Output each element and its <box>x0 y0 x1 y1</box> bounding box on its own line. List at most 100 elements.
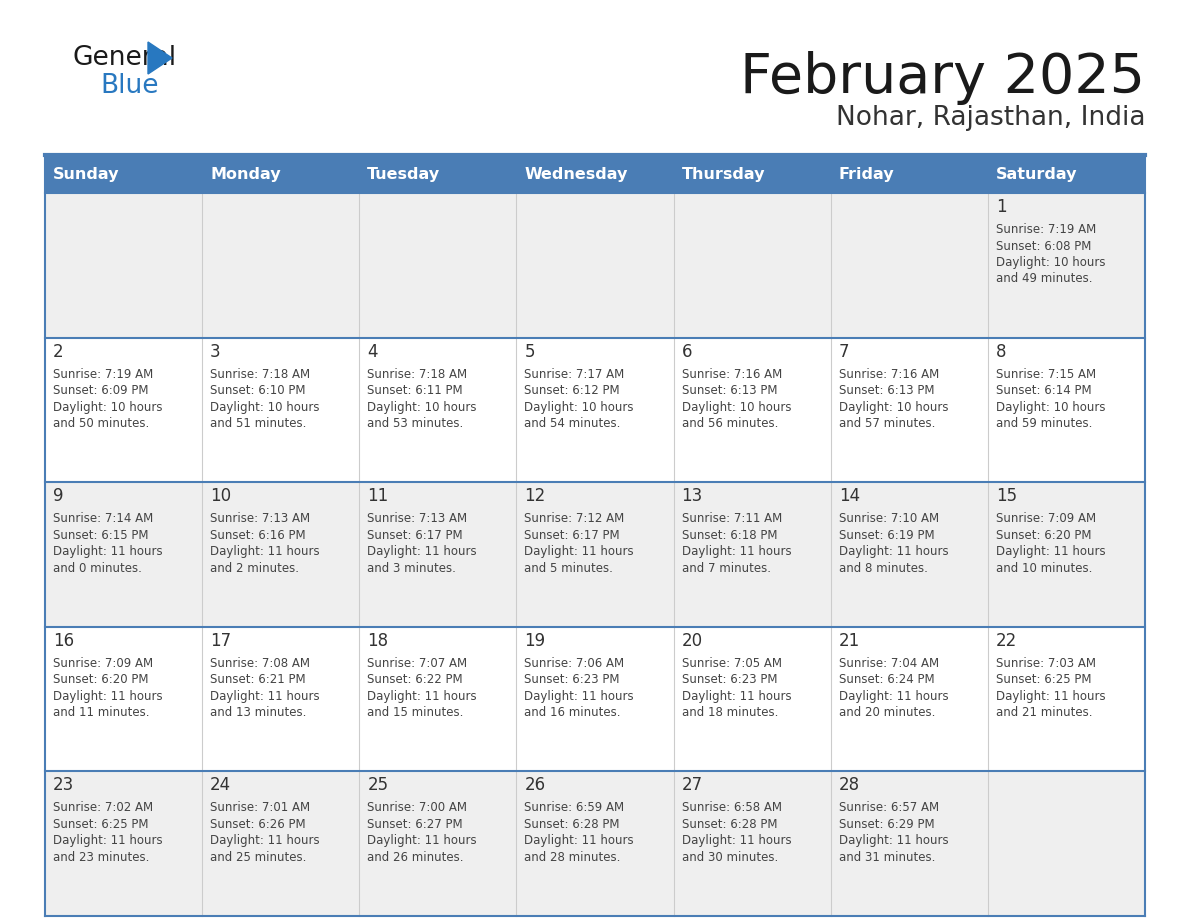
Text: 7: 7 <box>839 342 849 361</box>
Text: Sunset: 6:26 PM: Sunset: 6:26 PM <box>210 818 305 831</box>
Text: Daylight: 10 hours: Daylight: 10 hours <box>210 400 320 414</box>
Text: Daylight: 11 hours: Daylight: 11 hours <box>210 689 320 703</box>
Text: 23: 23 <box>53 777 74 794</box>
Text: Blue: Blue <box>100 73 158 99</box>
Text: Thursday: Thursday <box>682 166 765 182</box>
Text: Sunset: 6:20 PM: Sunset: 6:20 PM <box>996 529 1092 542</box>
Text: 25: 25 <box>367 777 388 794</box>
Text: Sunset: 6:10 PM: Sunset: 6:10 PM <box>210 384 305 397</box>
Text: Sunset: 6:17 PM: Sunset: 6:17 PM <box>367 529 463 542</box>
Text: General: General <box>72 45 176 71</box>
Text: Daylight: 10 hours: Daylight: 10 hours <box>53 400 163 414</box>
Text: 4: 4 <box>367 342 378 361</box>
Text: Sunrise: 7:17 AM: Sunrise: 7:17 AM <box>524 367 625 381</box>
Text: Sunset: 6:20 PM: Sunset: 6:20 PM <box>53 673 148 687</box>
Bar <box>45 155 202 193</box>
Text: and 56 minutes.: and 56 minutes. <box>682 417 778 431</box>
Text: Sunset: 6:29 PM: Sunset: 6:29 PM <box>839 818 934 831</box>
Text: 26: 26 <box>524 777 545 794</box>
Text: and 5 minutes.: and 5 minutes. <box>524 562 613 575</box>
Text: Daylight: 11 hours: Daylight: 11 hours <box>53 834 163 847</box>
Text: Sunrise: 7:13 AM: Sunrise: 7:13 AM <box>367 512 467 525</box>
Text: Daylight: 11 hours: Daylight: 11 hours <box>524 545 634 558</box>
Text: Sunrise: 7:09 AM: Sunrise: 7:09 AM <box>996 512 1097 525</box>
Text: Daylight: 11 hours: Daylight: 11 hours <box>839 689 948 703</box>
Text: Sunset: 6:25 PM: Sunset: 6:25 PM <box>53 818 148 831</box>
Text: Sunrise: 7:10 AM: Sunrise: 7:10 AM <box>839 512 939 525</box>
Text: Daylight: 10 hours: Daylight: 10 hours <box>996 400 1105 414</box>
Text: 16: 16 <box>53 632 74 650</box>
Text: Sunset: 6:23 PM: Sunset: 6:23 PM <box>682 673 777 687</box>
Text: Sunset: 6:11 PM: Sunset: 6:11 PM <box>367 384 463 397</box>
Text: February 2025: February 2025 <box>740 51 1145 105</box>
Text: Daylight: 10 hours: Daylight: 10 hours <box>996 256 1105 269</box>
Text: and 20 minutes.: and 20 minutes. <box>839 706 935 720</box>
Text: and 31 minutes.: and 31 minutes. <box>839 851 935 864</box>
Text: Sunset: 6:22 PM: Sunset: 6:22 PM <box>367 673 463 687</box>
Text: Daylight: 11 hours: Daylight: 11 hours <box>367 689 476 703</box>
Text: Sunset: 6:21 PM: Sunset: 6:21 PM <box>210 673 305 687</box>
Text: 13: 13 <box>682 487 703 505</box>
Text: 20: 20 <box>682 632 702 650</box>
Bar <box>45 627 1145 771</box>
Text: and 8 minutes.: and 8 minutes. <box>839 562 928 575</box>
Text: Daylight: 11 hours: Daylight: 11 hours <box>996 545 1106 558</box>
Text: Sunset: 6:08 PM: Sunset: 6:08 PM <box>996 240 1092 252</box>
Text: and 49 minutes.: and 49 minutes. <box>996 273 1092 285</box>
Text: Daylight: 11 hours: Daylight: 11 hours <box>682 834 791 847</box>
Text: Sunrise: 7:12 AM: Sunrise: 7:12 AM <box>524 512 625 525</box>
Text: Sunrise: 6:57 AM: Sunrise: 6:57 AM <box>839 801 939 814</box>
Text: and 3 minutes.: and 3 minutes. <box>367 562 456 575</box>
Text: 28: 28 <box>839 777 860 794</box>
Text: Daylight: 10 hours: Daylight: 10 hours <box>682 400 791 414</box>
Text: and 16 minutes.: and 16 minutes. <box>524 706 621 720</box>
Text: Sunrise: 7:02 AM: Sunrise: 7:02 AM <box>53 801 153 814</box>
Text: Sunrise: 7:07 AM: Sunrise: 7:07 AM <box>367 656 467 670</box>
Text: Sunrise: 7:19 AM: Sunrise: 7:19 AM <box>996 223 1097 236</box>
Text: 5: 5 <box>524 342 535 361</box>
Text: and 15 minutes.: and 15 minutes. <box>367 706 463 720</box>
Polygon shape <box>148 42 172 74</box>
Text: 1: 1 <box>996 198 1006 216</box>
Text: and 54 minutes.: and 54 minutes. <box>524 417 621 431</box>
Text: and 57 minutes.: and 57 minutes. <box>839 417 935 431</box>
Text: Daylight: 10 hours: Daylight: 10 hours <box>524 400 634 414</box>
Text: Sunset: 6:13 PM: Sunset: 6:13 PM <box>682 384 777 397</box>
Bar <box>517 155 674 193</box>
Text: Daylight: 11 hours: Daylight: 11 hours <box>367 834 476 847</box>
Text: 10: 10 <box>210 487 232 505</box>
Text: 15: 15 <box>996 487 1017 505</box>
Text: Sunset: 6:15 PM: Sunset: 6:15 PM <box>53 529 148 542</box>
Text: Sunset: 6:28 PM: Sunset: 6:28 PM <box>524 818 620 831</box>
Text: Daylight: 11 hours: Daylight: 11 hours <box>53 689 163 703</box>
Text: Daylight: 11 hours: Daylight: 11 hours <box>524 834 634 847</box>
Text: and 59 minutes.: and 59 minutes. <box>996 417 1092 431</box>
Text: Sunrise: 7:19 AM: Sunrise: 7:19 AM <box>53 367 153 381</box>
Text: 27: 27 <box>682 777 702 794</box>
Text: Saturday: Saturday <box>996 166 1078 182</box>
Bar <box>830 155 988 193</box>
Text: 21: 21 <box>839 632 860 650</box>
Text: Sunset: 6:19 PM: Sunset: 6:19 PM <box>839 529 934 542</box>
Text: Sunday: Sunday <box>53 166 120 182</box>
Bar <box>202 155 359 193</box>
Text: Sunset: 6:23 PM: Sunset: 6:23 PM <box>524 673 620 687</box>
Bar <box>45 482 1145 627</box>
Text: Sunrise: 7:04 AM: Sunrise: 7:04 AM <box>839 656 939 670</box>
Text: 6: 6 <box>682 342 693 361</box>
Text: Daylight: 11 hours: Daylight: 11 hours <box>524 689 634 703</box>
Text: 11: 11 <box>367 487 388 505</box>
Text: and 23 minutes.: and 23 minutes. <box>53 851 150 864</box>
Text: 24: 24 <box>210 777 232 794</box>
Text: and 0 minutes.: and 0 minutes. <box>53 562 141 575</box>
Text: Sunrise: 7:18 AM: Sunrise: 7:18 AM <box>367 367 467 381</box>
Text: Sunset: 6:14 PM: Sunset: 6:14 PM <box>996 384 1092 397</box>
Text: Sunrise: 7:16 AM: Sunrise: 7:16 AM <box>839 367 939 381</box>
Text: 3: 3 <box>210 342 221 361</box>
Text: and 21 minutes.: and 21 minutes. <box>996 706 1092 720</box>
Text: Sunset: 6:18 PM: Sunset: 6:18 PM <box>682 529 777 542</box>
Text: Sunset: 6:13 PM: Sunset: 6:13 PM <box>839 384 934 397</box>
Text: Sunrise: 7:09 AM: Sunrise: 7:09 AM <box>53 656 153 670</box>
Text: Wednesday: Wednesday <box>524 166 627 182</box>
Text: Daylight: 10 hours: Daylight: 10 hours <box>839 400 948 414</box>
